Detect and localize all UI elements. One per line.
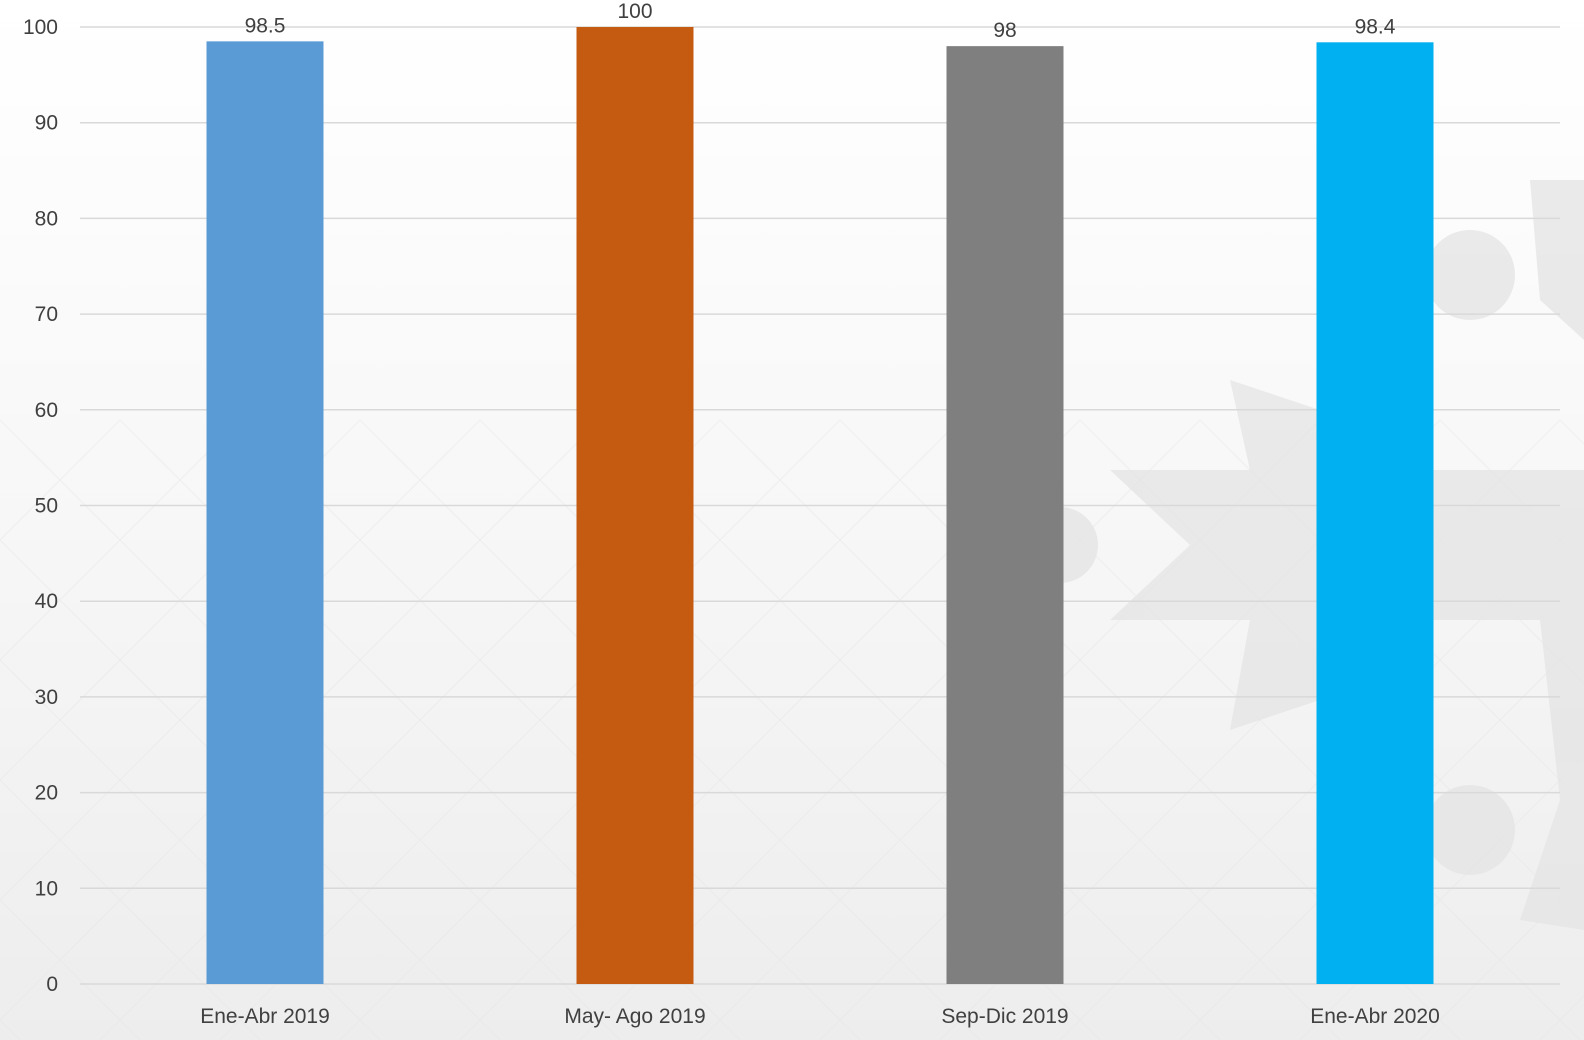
bars — [206, 27, 1434, 985]
x-axis-ticks: Ene-Abr 2019 May- Ago 2019 Sep-Dic 2019 Ene… — [200, 1005, 1440, 1028]
y-tick-label: 10 — [35, 877, 58, 900]
y-tick-label: 20 — [35, 782, 58, 805]
x-tick-label: Ene-Abr 2019 — [200, 1005, 330, 1028]
data-labels: 98.5 100 98 98.4 — [245, 0, 1396, 42]
data-label: 98.4 — [1355, 15, 1396, 38]
y-tick-label: 0 — [46, 973, 58, 996]
x-tick-label: Ene-Abr 2020 — [1310, 1005, 1440, 1028]
y-tick-label: 70 — [35, 303, 58, 326]
bar — [206, 41, 324, 985]
y-tick-label: 30 — [35, 686, 58, 709]
y-tick-label: 100 — [23, 16, 58, 39]
data-label: 98 — [993, 19, 1016, 42]
y-tick-label: 60 — [35, 399, 58, 422]
y-tick-label: 80 — [35, 207, 58, 230]
x-tick-label: Sep-Dic 2019 — [941, 1005, 1068, 1028]
y-tick-label: 40 — [35, 590, 58, 613]
bar — [946, 46, 1064, 984]
data-label: 98.5 — [245, 14, 286, 37]
gridlines — [80, 26, 1560, 985]
y-tick-label: 90 — [35, 112, 58, 135]
bar — [1316, 42, 1434, 984]
y-axis-ticks: 0 10 20 30 40 50 60 70 80 90 100 — [23, 16, 58, 996]
x-tick-label: May- Ago 2019 — [564, 1005, 705, 1028]
data-label: 100 — [617, 0, 652, 23]
bar — [576, 27, 694, 984]
y-tick-label: 50 — [35, 495, 58, 518]
